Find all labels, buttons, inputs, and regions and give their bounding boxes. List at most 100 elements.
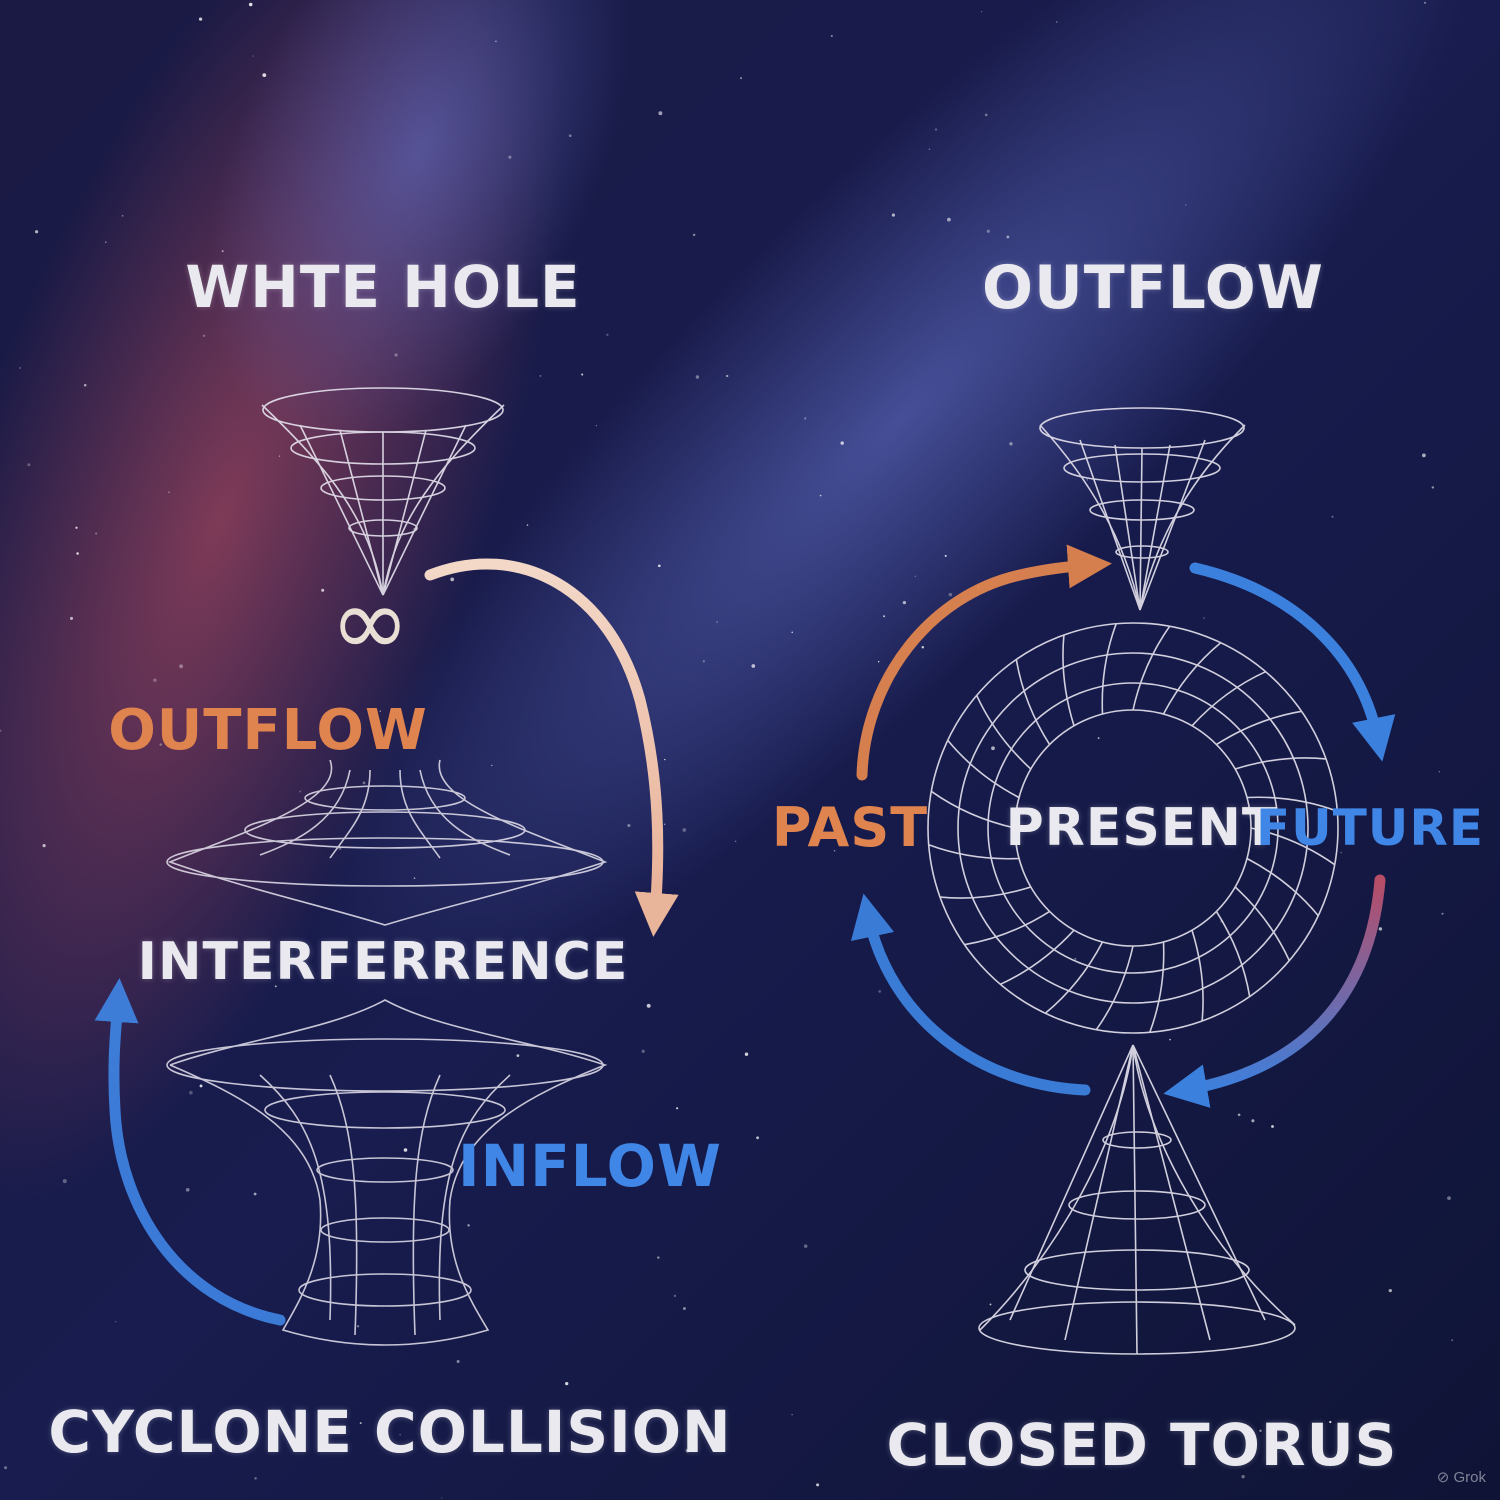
star (673, 1294, 677, 1298)
star (362, 781, 366, 785)
star (1388, 1288, 1392, 1293)
star (1431, 486, 1435, 489)
star (702, 660, 705, 663)
infinity-symbol: ∞ (330, 566, 410, 678)
star (840, 441, 844, 445)
torus-spoke (1132, 625, 1171, 711)
star (274, 985, 277, 988)
star (1423, 1, 1427, 4)
star (986, 229, 990, 233)
star (76, 552, 79, 555)
star (221, 250, 224, 253)
star (403, 1148, 408, 1152)
torus-spoke (947, 739, 1020, 799)
star (878, 990, 881, 993)
star (833, 849, 836, 852)
star (248, 2, 253, 7)
star (75, 526, 78, 529)
star (980, 10, 983, 13)
star (804, 417, 807, 420)
torus-spoke (964, 910, 1051, 946)
star (902, 600, 907, 605)
torus-spoke (1250, 827, 1336, 866)
star (1086, 479, 1088, 481)
star (95, 532, 98, 535)
star (254, 1477, 257, 1480)
star (692, 233, 696, 237)
star (27, 463, 31, 467)
lower-cyclone-funnel (166, 999, 608, 1346)
star (1271, 1125, 1274, 1128)
star (657, 1256, 660, 1259)
star (595, 425, 598, 427)
star (202, 334, 206, 338)
torus-spoke (1149, 941, 1165, 1033)
torus-spoke (1215, 710, 1302, 746)
star (682, 828, 687, 832)
star (606, 333, 609, 336)
star (1056, 21, 1058, 23)
star (751, 664, 756, 668)
star (83, 383, 87, 387)
star (664, 823, 666, 825)
star (153, 678, 157, 682)
star (456, 1360, 460, 1363)
star (0, 729, 2, 733)
star (159, 743, 162, 746)
present-label: PRESENT (1005, 798, 1279, 858)
torus-ring (927, 622, 1339, 1034)
star (991, 746, 995, 751)
torus-spoke (1246, 857, 1319, 917)
star (262, 73, 267, 78)
past-label: PAST (771, 796, 929, 859)
star (105, 241, 107, 243)
star (1074, 957, 1077, 960)
torus-spoke (1095, 945, 1134, 1031)
star (19, 367, 21, 369)
star (740, 77, 742, 80)
star (803, 1244, 808, 1248)
return-to-past-arrow (850, 893, 1091, 1096)
star (516, 944, 519, 947)
torus-bottom-funnel (978, 1044, 1296, 1355)
star (394, 353, 398, 357)
star (1331, 515, 1334, 518)
watermark-icon: ⊘ (1436, 1469, 1450, 1486)
star (791, 1413, 793, 1416)
torus-spoke (939, 886, 1032, 899)
star (539, 374, 542, 377)
star (989, 1303, 992, 1306)
star (69, 616, 74, 620)
star (664, 758, 666, 761)
star (495, 40, 497, 42)
star (891, 213, 895, 217)
star (42, 844, 46, 848)
star (1203, 617, 1205, 619)
star (253, 1192, 257, 1196)
star (947, 217, 951, 222)
left-outflow-label: OUTFLOW (108, 698, 428, 763)
star (1447, 1196, 1451, 1200)
torus-spoke (928, 844, 1020, 860)
past-to-present-arrow (856, 544, 1112, 781)
star (1451, 1339, 1454, 1342)
star (984, 113, 988, 117)
star (189, 1090, 193, 1095)
star (1329, 1420, 1332, 1424)
star (676, 1107, 679, 1110)
star (1422, 453, 1426, 458)
star (62, 1179, 67, 1184)
star (657, 564, 661, 568)
star (450, 577, 455, 582)
star (921, 645, 925, 649)
star (791, 631, 793, 634)
star (627, 823, 631, 828)
present-to-future-arrow (1189, 562, 1396, 762)
star (1241, 1475, 1245, 1479)
star (726, 374, 729, 378)
torus-spoke (1015, 659, 1051, 746)
grok-watermark: ⊘ Grok (1437, 1468, 1486, 1486)
star (198, 17, 203, 21)
star (1184, 204, 1187, 206)
star (830, 35, 833, 38)
